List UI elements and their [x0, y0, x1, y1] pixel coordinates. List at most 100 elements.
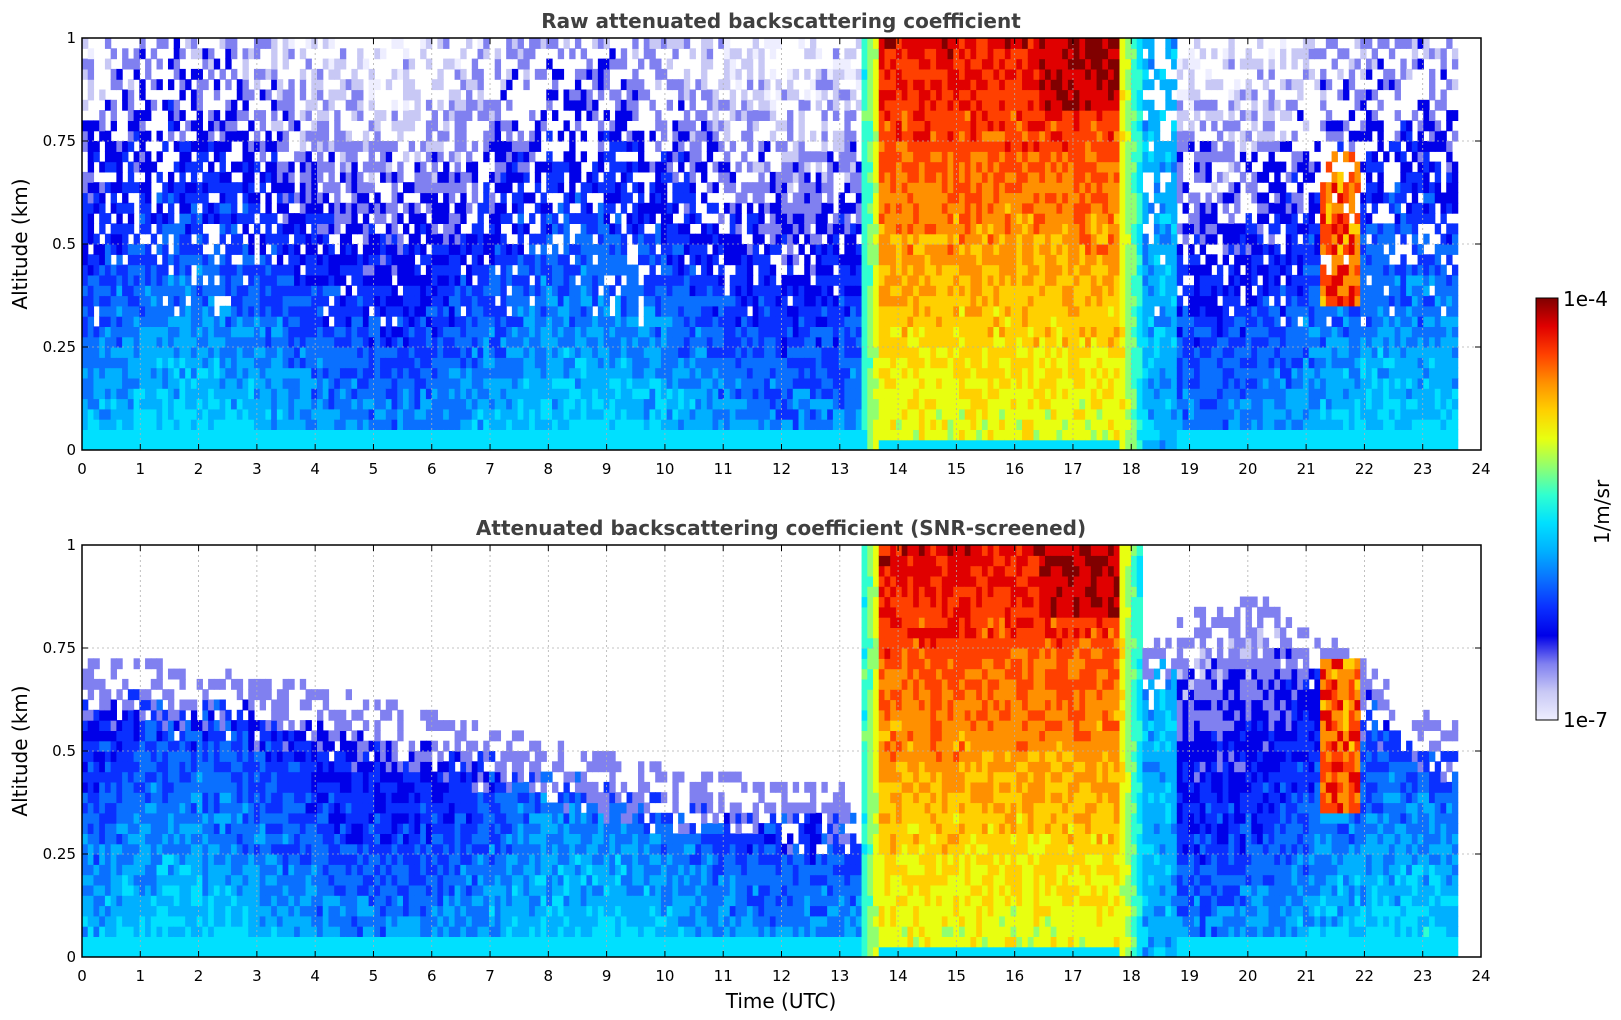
panel-raw-cell — [110, 336, 117, 348]
panel-raw-cell — [838, 202, 845, 214]
panel-raw-cell — [425, 316, 433, 327]
panel-raw-cell — [488, 388, 496, 400]
panel-raw-cell — [466, 99, 473, 111]
panel-raw-cell — [878, 305, 886, 317]
panel-raw-cell — [288, 419, 295, 430]
panel-raw-cell — [660, 233, 668, 245]
panel-raw-cell — [597, 58, 605, 70]
panel-raw-cell — [701, 120, 708, 132]
panel-raw-cell — [110, 161, 117, 173]
panel-raw-cell — [110, 367, 117, 379]
panel-raw-cell — [87, 120, 95, 132]
panel-raw-cell — [93, 377, 100, 389]
panel-raw-cell — [787, 357, 794, 369]
panel-raw-cell — [746, 357, 754, 369]
panel-raw-cell — [540, 419, 547, 430]
panel-raw-cell — [592, 244, 599, 255]
panel-raw-cell — [557, 377, 565, 389]
panel-raw-cell — [689, 161, 696, 173]
panel-raw-cell — [752, 305, 759, 317]
panel-raw-cell — [574, 285, 582, 297]
panel-raw-cell — [511, 161, 519, 173]
panel-raw-cell — [494, 439, 502, 450]
panel-raw-cell — [729, 213, 737, 224]
panel-raw-cell — [231, 264, 238, 276]
panel-raw-cell — [288, 388, 295, 400]
panel-raw-cell — [196, 99, 203, 111]
panel-raw-cell — [569, 347, 576, 358]
panel-raw-cell — [517, 439, 524, 450]
panel-raw-cell — [133, 419, 140, 430]
panel-raw-cell — [689, 141, 696, 152]
panel-raw-cell — [741, 274, 748, 286]
panel-raw-cell — [488, 295, 496, 307]
panel-raw-cell — [167, 336, 175, 348]
panel-raw-cell — [334, 68, 341, 80]
panel-raw-cell — [701, 274, 708, 286]
panel-raw-cell — [523, 48, 530, 60]
panel-raw-cell — [334, 377, 341, 389]
panel-raw-cell — [288, 161, 295, 173]
panel-raw-cell — [225, 38, 232, 49]
panel-raw-cell — [574, 254, 582, 266]
panel-raw-cell — [672, 120, 679, 132]
panel-raw-cell — [775, 439, 782, 450]
panel-raw-cell — [546, 99, 553, 111]
panel-raw-cell — [712, 326, 719, 338]
panel-raw-cell — [947, 68, 954, 80]
panel-raw-cell — [890, 202, 897, 214]
panel-raw-cell — [838, 285, 845, 297]
panel-raw-cell — [477, 99, 484, 111]
panel-raw-cell — [334, 347, 341, 358]
panel-raw-cell — [683, 305, 691, 317]
panel-raw-cell — [317, 171, 324, 183]
panel-raw-cell — [597, 244, 605, 255]
panel-raw-cell — [311, 223, 318, 235]
panel-raw-cell — [225, 347, 232, 358]
panel-raw-cell — [122, 419, 129, 430]
panel-raw-cell — [259, 439, 267, 450]
panel-raw-cell — [936, 99, 943, 111]
panel-raw-cell — [534, 285, 542, 297]
panel-raw-cell — [494, 347, 502, 358]
panel-raw-cell — [104, 274, 112, 286]
panel-raw-cell — [964, 367, 972, 379]
panel-raw-cell — [506, 48, 513, 60]
panel-raw-cell — [253, 161, 261, 173]
panel-raw-cell — [339, 357, 347, 369]
panel-raw-cell — [202, 192, 209, 204]
panel-raw-cell — [540, 439, 547, 450]
panel-raw-cell — [248, 202, 255, 214]
panel-raw-cell — [936, 79, 943, 91]
panel-raw-cell — [563, 316, 570, 327]
panel-raw-cell — [466, 347, 473, 358]
panel-raw-cell — [815, 388, 823, 400]
panel-raw-cell — [236, 295, 244, 307]
panel-raw-cell — [815, 264, 823, 276]
panel-raw-cell — [552, 419, 559, 430]
panel-raw-cell — [328, 68, 335, 80]
panel-raw-cell — [597, 213, 605, 224]
panel-raw-cell — [867, 48, 874, 60]
panel-raw-cell — [500, 120, 507, 132]
panel-raw-cell — [953, 326, 960, 338]
panel-raw-cell — [357, 182, 364, 194]
panel-raw-cell — [597, 223, 605, 235]
panel-raw-cell — [420, 388, 427, 400]
panel-raw-cell — [443, 295, 450, 307]
panel-raw-cell — [362, 357, 370, 369]
panel-raw-cell — [712, 336, 719, 348]
panel-raw-cell — [276, 419, 284, 430]
panel-raw-cell — [586, 99, 593, 111]
panel-raw-cell — [809, 357, 817, 369]
panel-raw-cell — [873, 99, 880, 111]
panel-raw-cell — [580, 316, 588, 327]
panel-raw-cell — [231, 357, 238, 369]
panel-raw-cell — [339, 398, 347, 410]
panel-raw-cell — [87, 295, 95, 307]
panel-raw-cell — [884, 388, 891, 400]
panel-raw-cell — [838, 326, 845, 338]
panel-raw-cell — [615, 347, 622, 358]
panel-raw-cell — [597, 161, 605, 173]
panel-raw-cell — [437, 244, 444, 255]
